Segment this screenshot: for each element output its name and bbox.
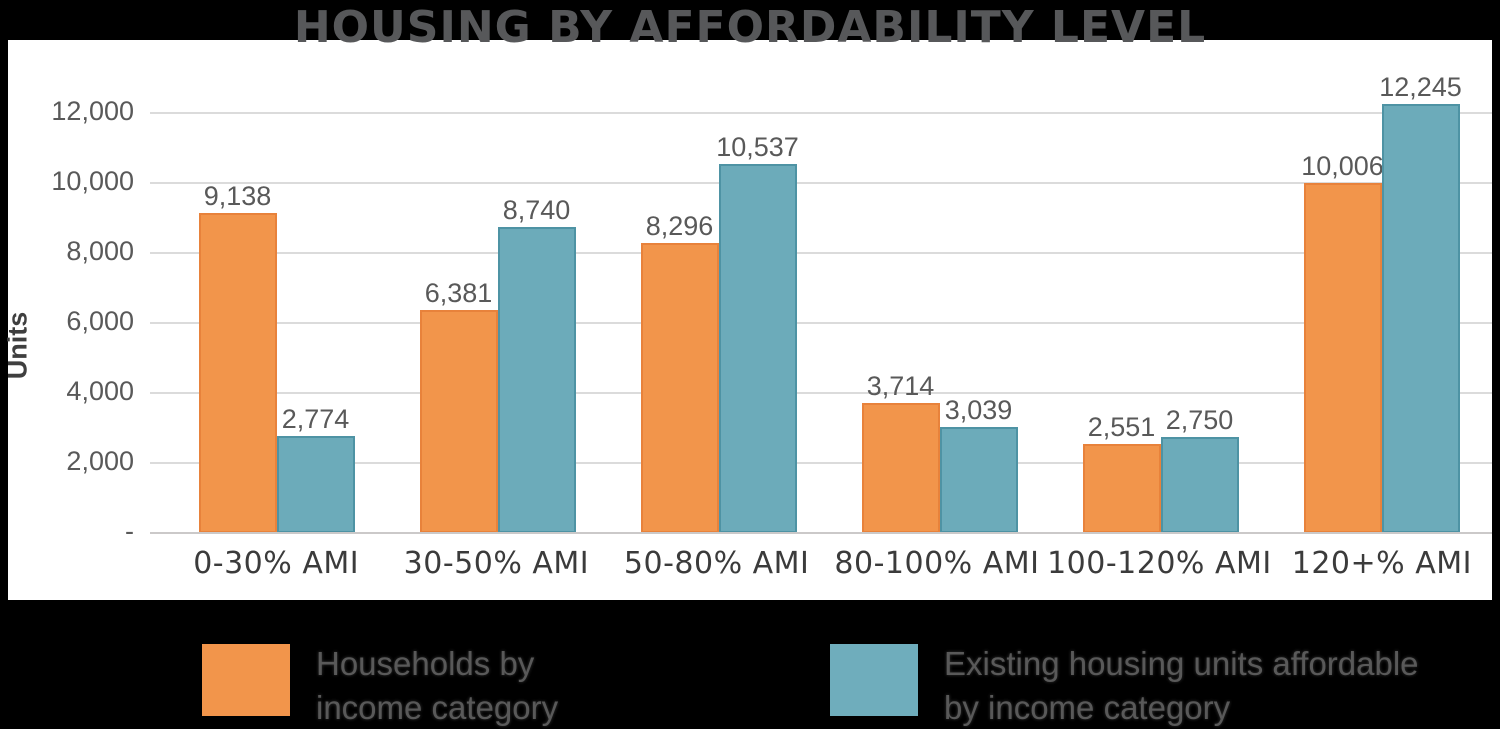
gridline	[150, 322, 1492, 324]
bar-value-label: 10,006	[1301, 151, 1384, 181]
x-axis-label: 30-50% AMI	[403, 546, 590, 581]
y-tick-label: 2,000	[66, 446, 134, 476]
bar-value-label: 8,296	[645, 211, 714, 241]
bar-group: 9,138 2,774	[166, 78, 387, 533]
existing-units-bar: 2,774	[276, 404, 355, 533]
y-axis-title: Units	[2, 311, 33, 380]
y-tick-label: 8,000	[66, 236, 134, 266]
gridline	[150, 112, 1492, 114]
existing-units-bar: 10,537	[716, 132, 799, 533]
existing-units-bar: 2,750	[1160, 405, 1239, 533]
x-axis-label: 50-80% AMI	[623, 546, 810, 581]
bar-value-label: 3,039	[944, 395, 1013, 425]
households-legend-swatch	[202, 644, 290, 716]
bar-value-label: 12,245	[1379, 72, 1462, 102]
bar-value-label: 2,551	[1087, 412, 1156, 442]
y-tick-label: 10,000	[51, 166, 134, 196]
plot-area: 9,138 2,774 6,381 8,740 8,296 10,537 3,714 3,03…	[166, 72, 1492, 533]
gridline	[150, 182, 1492, 184]
bar-value-label: 3,714	[866, 371, 935, 401]
x-axis-label: 0-30% AMI	[193, 546, 360, 581]
chart-title: HOUSING BY AFFORDABILITY LEVEL	[293, 2, 1207, 53]
gridline	[150, 392, 1492, 394]
existing-units-bar: 8,740	[497, 195, 576, 533]
legend-item-existing-units: Existing housing units affordable by inc…	[830, 642, 1444, 729]
households-bar: 8,296	[640, 211, 719, 533]
households-bar: 3,714	[861, 371, 940, 533]
y-tick-label: -	[125, 516, 134, 546]
existing-units-bar: 12,245	[1379, 72, 1462, 533]
y-tick-label: 12,000	[51, 96, 134, 126]
legend-label: Existing housing units affordable by inc…	[944, 645, 1419, 726]
x-axis-label: 100-120% AMI	[1047, 546, 1272, 581]
bar-group: 10,006 12,245	[1271, 72, 1492, 533]
bar-value-label: 9,138	[203, 181, 272, 211]
bar-group: 6,381 8,740	[387, 78, 608, 533]
bar-value-label: 2,774	[281, 404, 350, 434]
existing-units-legend-swatch	[830, 644, 918, 716]
households-bar: 10,006	[1301, 151, 1384, 533]
households-bar: 2,551	[1082, 412, 1161, 533]
y-tick-label: 4,000	[66, 376, 134, 406]
legend: Households by income category Existing h…	[0, 628, 1500, 728]
y-tick-label: 6,000	[66, 306, 134, 336]
bar-value-label: 2,750	[1165, 405, 1234, 435]
x-axis-labels: 0-30% AMI 30-50% AMI 50-80% AMI 80-100% AMI…	[166, 546, 1492, 581]
existing-units-bar: 3,039	[939, 395, 1018, 533]
bar-group: 2,551 2,750	[1050, 78, 1271, 533]
x-axis-label: 120+% AMI	[1291, 546, 1472, 581]
gridline	[150, 252, 1492, 254]
bar-group: 8,296 10,537	[608, 78, 829, 533]
households-bar: 9,138	[198, 181, 277, 533]
x-axis-label: 80-100% AMI	[834, 546, 1040, 581]
bar-value-label: 10,537	[716, 132, 799, 162]
legend-item-households: Households by income category	[202, 642, 596, 729]
bar-value-label: 6,381	[424, 278, 493, 308]
bar-value-label: 8,740	[502, 195, 571, 225]
bar-group: 3,714 3,039	[829, 78, 1050, 533]
households-bar: 6,381	[419, 278, 498, 533]
x-axis-line	[150, 532, 1492, 534]
legend-label: Households by income category	[316, 645, 559, 726]
gridline	[150, 462, 1492, 464]
